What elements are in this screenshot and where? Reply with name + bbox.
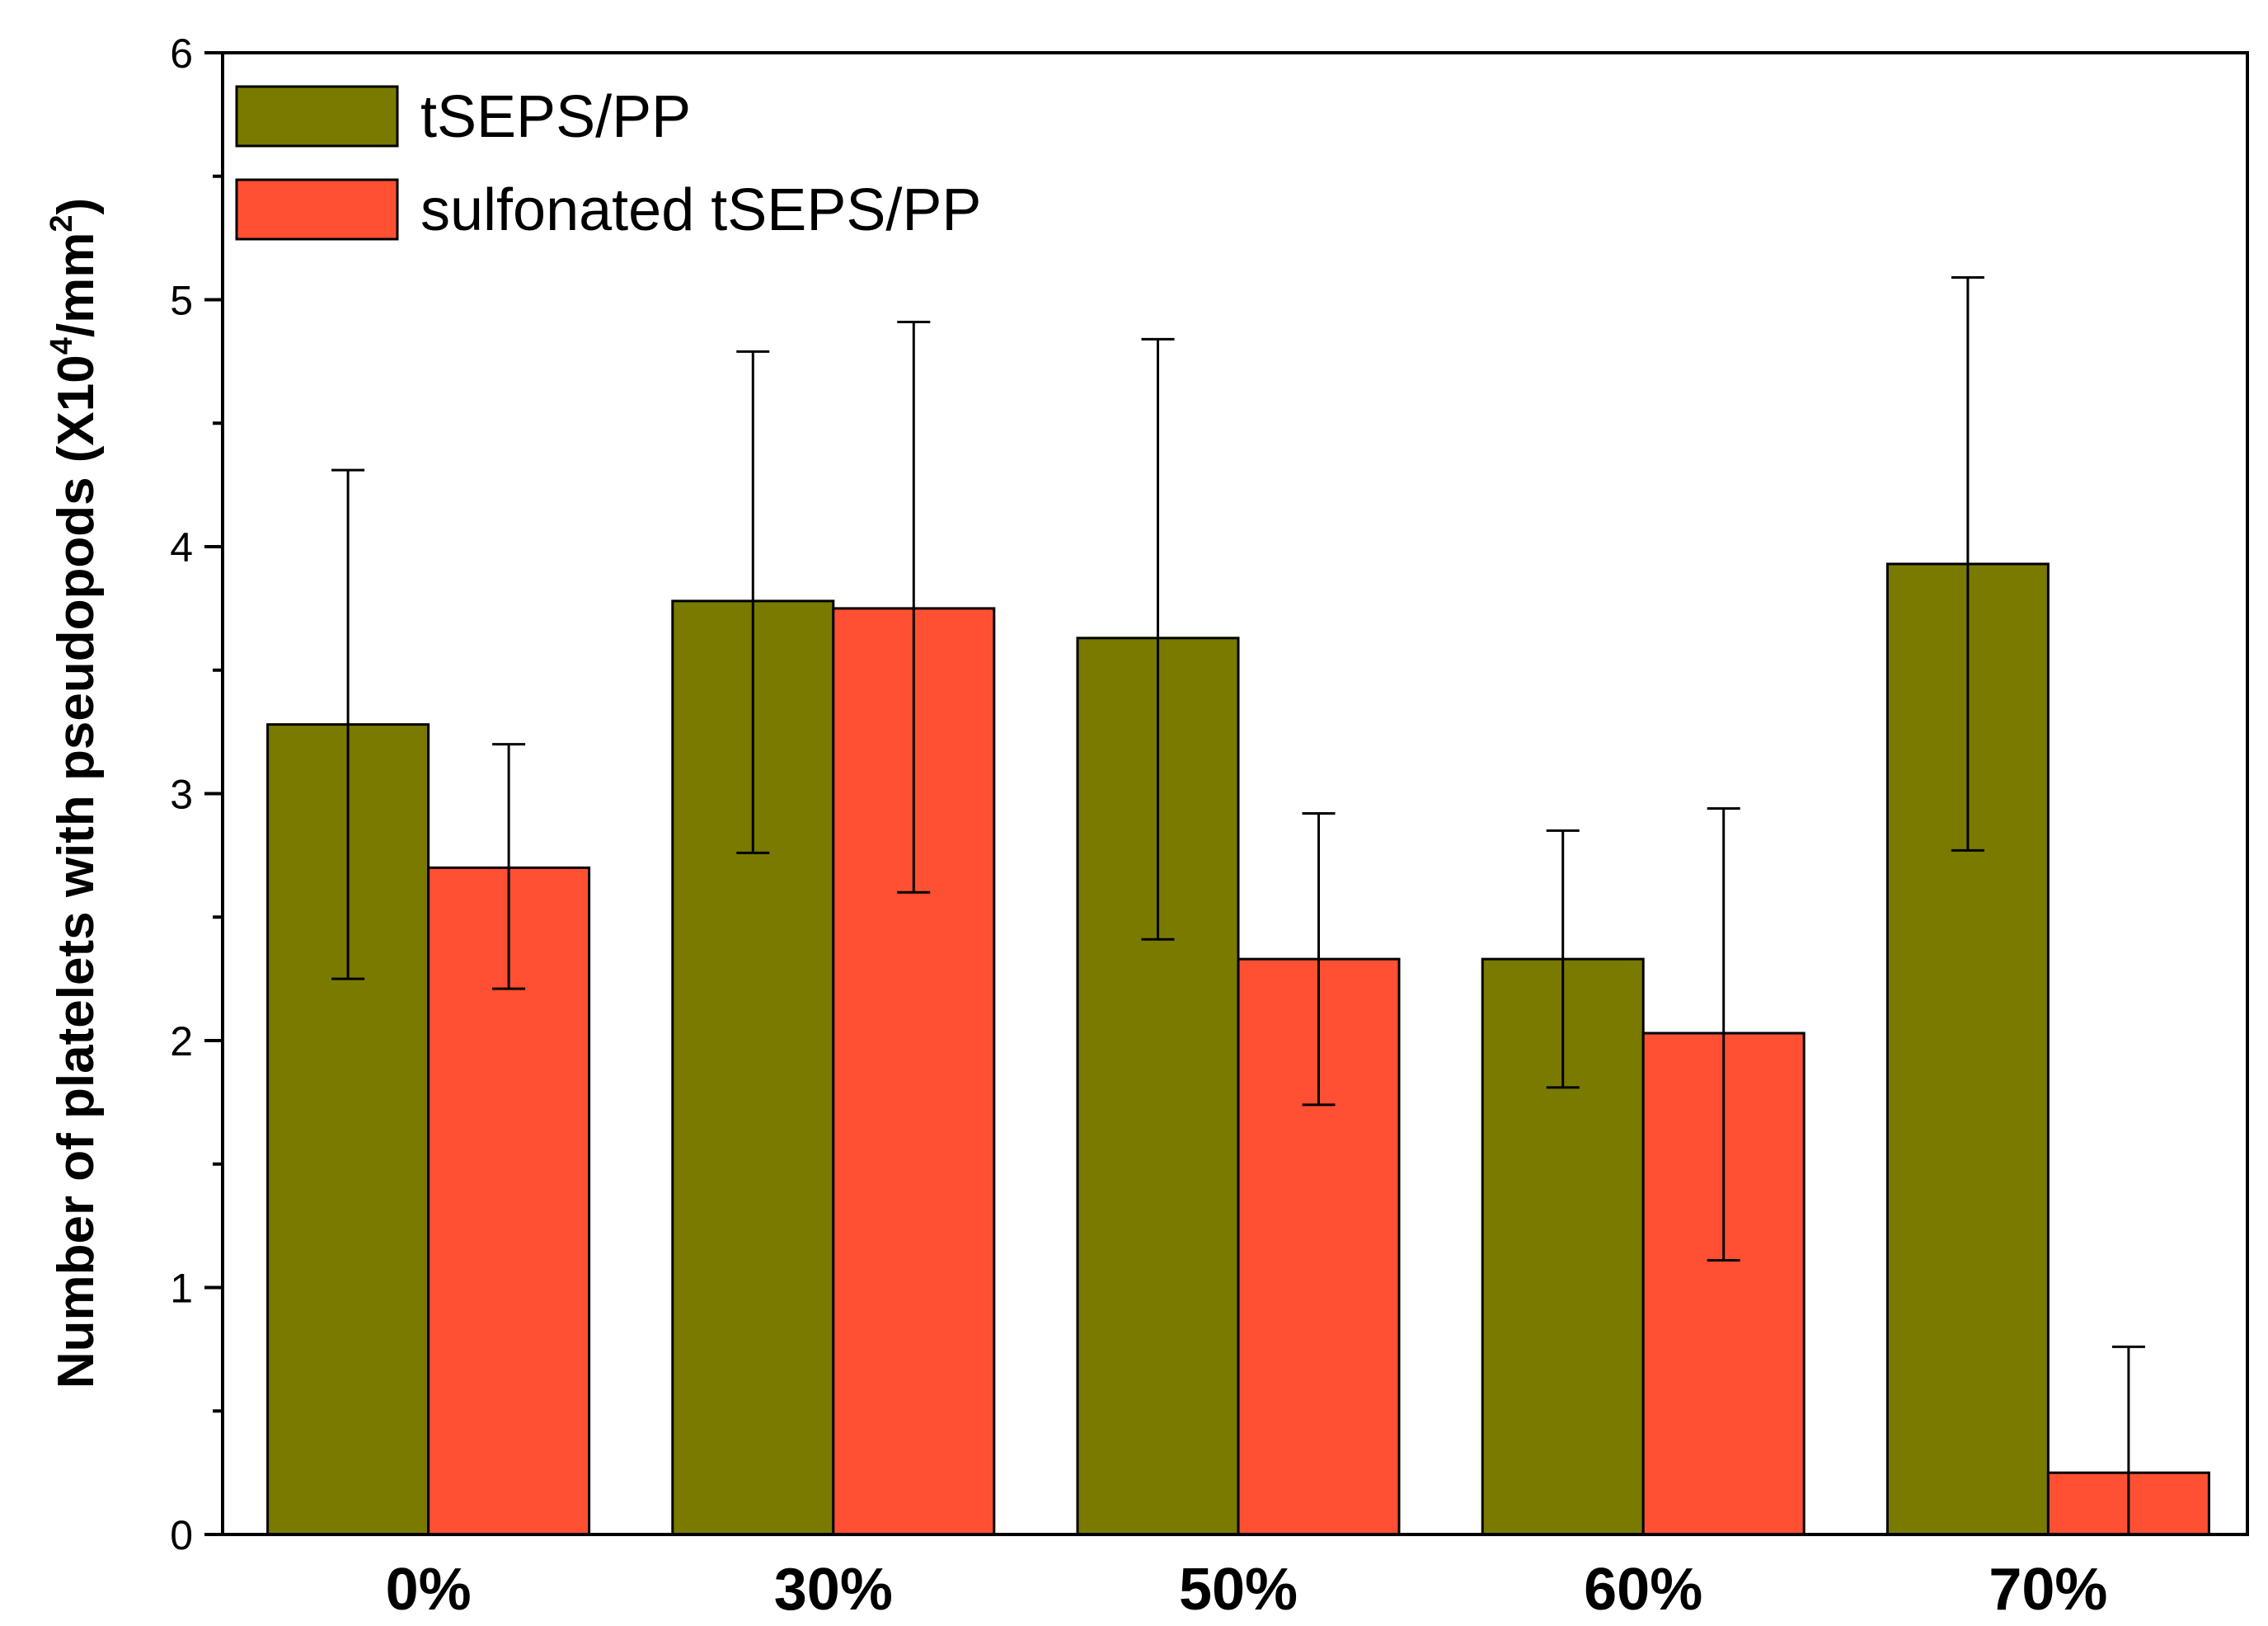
y-tick-label: 3 <box>170 772 193 818</box>
y-axis-title-exp1: 4 <box>45 337 79 355</box>
y-axis-title: Number of platelets with pseudopods (X10… <box>45 198 105 1389</box>
y-tick-label: 5 <box>170 278 193 324</box>
y-axis-title-exp2: 2 <box>45 214 79 232</box>
x-category-label: 50% <box>1179 1557 1298 1622</box>
x-category-label: 60% <box>1584 1557 1702 1622</box>
legend-label-tseps: tSEPS/PP <box>420 84 691 150</box>
legend-label-sulfonated: sulfonated tSEPS/PP <box>420 177 981 243</box>
y-tick-label: 4 <box>170 524 193 571</box>
legend-swatch-tseps <box>235 85 399 148</box>
error-bars-layer <box>331 276 2145 1534</box>
legend-swatch-sulfonated <box>235 178 399 241</box>
x-category-labels: 0% 30% 50% 60% 70% <box>386 1557 2108 1623</box>
x-category-label: 30% <box>774 1557 893 1622</box>
x-category-label: 0% <box>386 1557 472 1622</box>
legend: tSEPS/PP sulfonated tSEPS/PP <box>235 84 981 243</box>
y-tick-label: 1 <box>170 1266 193 1312</box>
y-tick-label: 2 <box>170 1018 193 1064</box>
x-category-label: 70% <box>1989 1557 2107 1622</box>
y-tick-label: 0 <box>170 1512 193 1558</box>
y-ticks-layer: 0 1 2 3 4 5 6 <box>170 31 223 1558</box>
y-axis-title-mid: /mm <box>48 233 105 337</box>
y-axis-title-end: ) <box>48 198 105 215</box>
y-tick-label: 6 <box>170 31 193 77</box>
y-axis-title-main: Number of platelets with pseudopods (X10 <box>48 355 105 1389</box>
bars-layer <box>266 562 2210 1536</box>
